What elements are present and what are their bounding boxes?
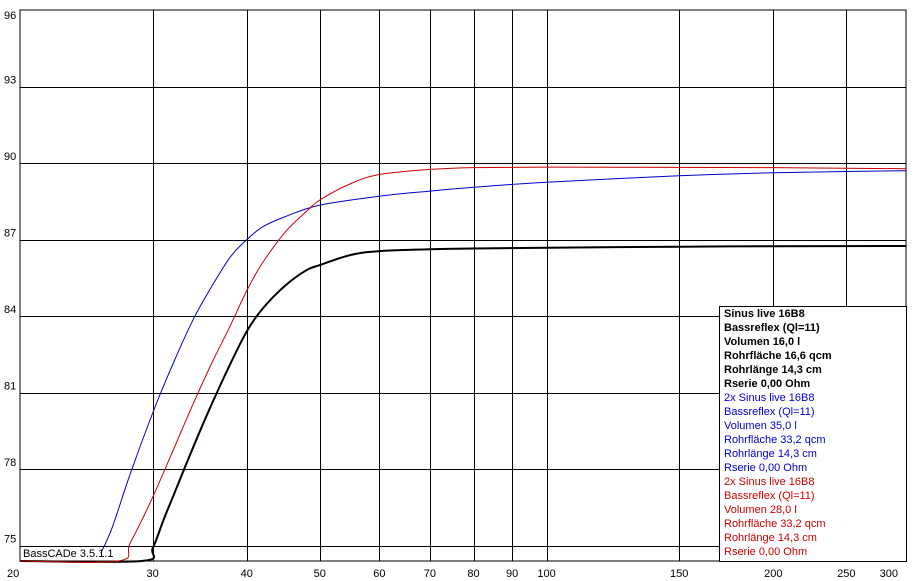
series-line-black bbox=[19, 245, 907, 563]
legend-entry-black: Volumen 16,0 l bbox=[724, 336, 800, 348]
x-tick-label: 50 bbox=[314, 568, 326, 580]
legend-entry-red: Rohrlänge 14,3 cm bbox=[724, 532, 817, 544]
legend-entry-blue: 2x Sinus live 16B8 bbox=[724, 392, 815, 404]
legend-entry-blue: Rohrfläche 33,2 qcm bbox=[724, 434, 826, 446]
y-tick-label: 78 bbox=[4, 457, 16, 469]
legend-entry-blue: Rserie 0,00 Ohm bbox=[724, 462, 807, 474]
series-line-blue bbox=[100, 170, 907, 554]
series-lines bbox=[19, 166, 907, 563]
tick-labels: 20 30 40 50 60 70 80 90 100 150 200 250 300 75 78 81 84 8… bbox=[4, 10, 898, 580]
legend-entry-blue: Bassreflex (Ql=11) bbox=[724, 406, 815, 418]
legend-entry-black: Rohrlänge 14,3 cm bbox=[724, 364, 822, 376]
y-tick-label: 96 bbox=[4, 10, 16, 22]
y-tick-label: 84 bbox=[4, 304, 16, 316]
legend-entry-black: Bassreflex (Ql=11) bbox=[724, 322, 820, 334]
legend-entry-red: Bassreflex (Ql=11) bbox=[724, 490, 815, 502]
legend-entry-black: Sinus live 16B8 bbox=[724, 308, 805, 320]
y-tick-label: 81 bbox=[4, 381, 16, 393]
series-line-red bbox=[19, 166, 907, 563]
legend-entry-red: 2x Sinus live 16B8 bbox=[724, 476, 815, 488]
x-tick-label: 250 bbox=[837, 568, 855, 580]
y-tick-label: 87 bbox=[4, 228, 16, 240]
x-tick-label: 40 bbox=[241, 568, 253, 580]
x-tick-label: 80 bbox=[467, 568, 479, 580]
legend-entry-blue: Volumen 35,0 l bbox=[724, 420, 797, 432]
x-tick-label: 60 bbox=[373, 568, 385, 580]
x-tick-label: 100 bbox=[537, 568, 555, 580]
y-tick-label: 75 bbox=[4, 534, 16, 546]
legend-entry-red: Rserie 0,00 Ohm bbox=[724, 546, 807, 558]
legend-entry-red: Rohrfläche 33,2 qcm bbox=[724, 518, 826, 530]
plot-frame bbox=[19, 9, 907, 562]
legend-entry-blue: Rohrlänge 14,3 cm bbox=[724, 448, 817, 460]
x-tick-label: 70 bbox=[424, 568, 436, 580]
y-tick-label: 90 bbox=[4, 151, 16, 163]
legend-box bbox=[719, 306, 907, 562]
app-version-label: BassCADe 3.5.1.1 bbox=[23, 548, 114, 560]
legend-entry-black: Rohrfläche 16,6 qcm bbox=[724, 350, 832, 362]
x-tick-label: 30 bbox=[147, 568, 159, 580]
grid bbox=[19, 9, 907, 562]
y-tick-label: 93 bbox=[4, 75, 16, 87]
x-tick-label: 300 bbox=[880, 568, 898, 580]
legend-entry-red: Volumen 28,0 l bbox=[724, 504, 797, 516]
x-tick-label: 150 bbox=[670, 568, 688, 580]
x-tick-label: 200 bbox=[764, 568, 782, 580]
legend-entry-black: Rserie 0,00 Ohm bbox=[724, 378, 810, 390]
legend: Sinus live 16B8 Bassreflex (Ql=11) Volumen… bbox=[719, 306, 907, 562]
x-tick-label: 20 bbox=[7, 568, 19, 580]
x-tick-label: 90 bbox=[506, 568, 518, 580]
